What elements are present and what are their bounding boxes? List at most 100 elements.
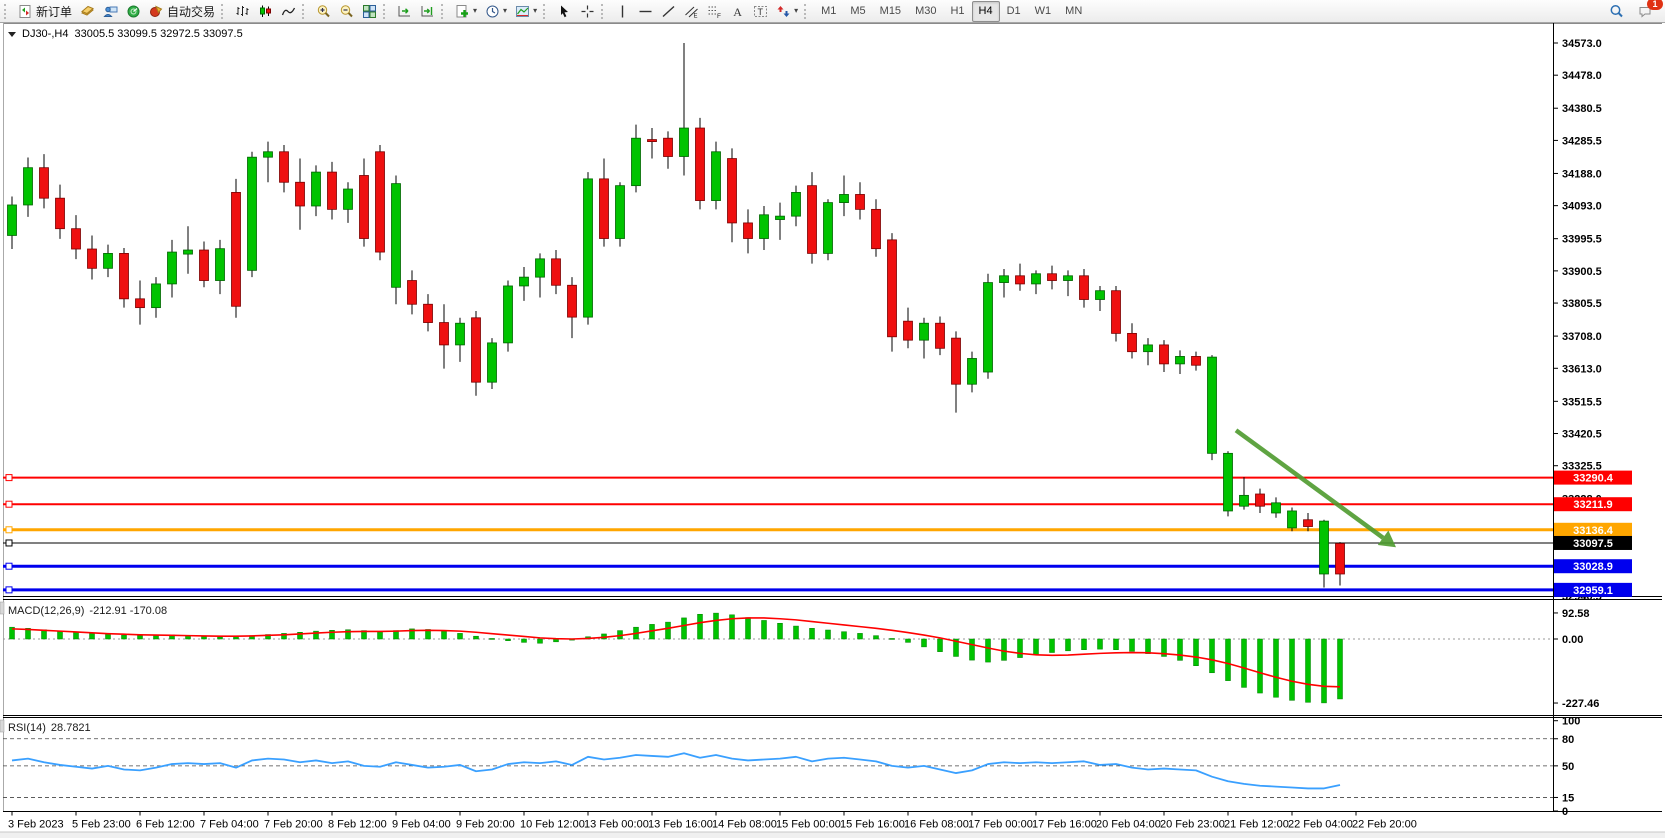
symbol-period-label: DJ30-,H4 xyxy=(22,28,69,40)
candle xyxy=(519,276,529,287)
macd-histogram-bar xyxy=(217,636,223,640)
chevron-down-icon[interactable]: ▾ xyxy=(473,6,478,15)
main-toolbar: 新订单 自动交易 ▾ ▾ ▾ E F A T ▾ M1 M5 M15 M30 H1 H4 D1 W1 MN 1 xyxy=(0,0,1665,23)
fibo-icon: F xyxy=(707,4,722,19)
text-label-button[interactable]: T xyxy=(749,1,772,22)
macd-axis-label: -227.46 xyxy=(1562,698,1599,710)
autotrading-button[interactable]: 自动交易 xyxy=(145,1,219,22)
trend-arrow-head[interactable] xyxy=(1377,530,1396,548)
auto-scroll-button[interactable] xyxy=(393,1,416,22)
candle xyxy=(343,188,353,210)
timeframe-button-d1[interactable]: D1 xyxy=(1006,5,1021,17)
candle xyxy=(1319,520,1329,575)
chevron-down-icon[interactable]: ▾ xyxy=(533,6,538,15)
text-button[interactable]: A xyxy=(726,1,749,22)
candle xyxy=(967,358,977,385)
chart-shift-button[interactable] xyxy=(416,1,439,22)
candle xyxy=(1031,273,1041,285)
price-axis-label: 33805.5 xyxy=(1562,298,1602,310)
vertical-line-button[interactable] xyxy=(611,1,634,22)
line-chart-button[interactable] xyxy=(277,1,300,22)
candle xyxy=(839,194,849,203)
periods-button[interactable]: ▾ xyxy=(481,1,511,22)
candlestick-button[interactable] xyxy=(254,1,277,22)
candle xyxy=(1271,502,1281,514)
hline-anchor[interactable] xyxy=(5,586,13,594)
chart-background xyxy=(0,23,1665,838)
candle xyxy=(375,151,385,253)
tile-windows-button[interactable] xyxy=(358,1,381,22)
macd-axis-label: 0.00 xyxy=(1562,634,1583,646)
symbol-dropdown-icon[interactable] xyxy=(8,31,16,37)
channel-button[interactable]: E xyxy=(680,1,703,22)
time-axis-label: 20 Feb 23:00 xyxy=(1160,819,1225,831)
chevron-down-icon[interactable]: ▾ xyxy=(503,6,508,15)
price-badge-label: 33211.9 xyxy=(1573,499,1612,511)
candle xyxy=(119,253,129,300)
timeframe-button-w1[interactable]: W1 xyxy=(1034,5,1052,17)
candle xyxy=(1015,275,1025,285)
new-order-button[interactable]: 新订单 xyxy=(14,1,76,22)
timeframe-button-h1[interactable]: H1 xyxy=(950,5,965,17)
hline-anchor[interactable] xyxy=(5,474,13,482)
notifications-button[interactable]: 1 xyxy=(1634,0,1663,22)
hline-anchor[interactable] xyxy=(5,500,13,508)
timeframe-button-m1[interactable]: M1 xyxy=(821,5,837,17)
candle xyxy=(471,317,481,383)
macd-histogram-bar xyxy=(473,635,479,640)
zoom-out-button[interactable] xyxy=(335,1,358,22)
chart-shift-icon xyxy=(420,4,435,19)
macd-histogram-bar xyxy=(937,638,943,652)
time-axis-label: 7 Feb 20:00 xyxy=(264,819,323,831)
hline-anchor[interactable] xyxy=(5,526,13,534)
chevron-down-icon[interactable]: ▾ xyxy=(794,6,799,15)
candle xyxy=(423,303,433,323)
data-window-button[interactable] xyxy=(99,1,122,22)
timeframe-button-m15[interactable]: M15 xyxy=(879,5,902,17)
zoom-in-button[interactable] xyxy=(312,1,335,22)
hline-anchor[interactable] xyxy=(5,539,13,547)
pane-splitter-grip[interactable] xyxy=(0,601,5,615)
crosshair-button[interactable] xyxy=(576,1,599,22)
timeframe-button-mn[interactable]: MN xyxy=(1065,5,1083,17)
time-axis-label: 15 Feb 16:00 xyxy=(840,819,905,831)
indicators-button[interactable]: ▾ xyxy=(451,1,481,22)
candle xyxy=(7,204,17,236)
time-axis-label: 5 Feb 23:00 xyxy=(72,819,131,831)
macd-histogram-bar xyxy=(905,638,911,643)
arrows-button[interactable]: ▾ xyxy=(772,1,802,22)
candle xyxy=(103,253,113,269)
macd-histogram-bar xyxy=(137,635,143,640)
pane-splitter-grip[interactable] xyxy=(0,719,5,733)
timeframe-button-m5[interactable]: M5 xyxy=(850,5,866,17)
macd-histogram-bar xyxy=(313,630,319,640)
price-badge-label: 33290.4 xyxy=(1573,473,1614,485)
macd-histogram-bar xyxy=(921,638,927,648)
toolbar-right: 1 xyxy=(1605,0,1663,22)
trend-arrow-line[interactable] xyxy=(1234,428,1385,540)
macd-histogram-bar xyxy=(265,634,271,640)
signals-button[interactable] xyxy=(122,1,145,22)
macd-histogram-bar xyxy=(1129,638,1135,652)
bar-chart-button[interactable] xyxy=(231,1,254,22)
fibonacci-button[interactable]: F xyxy=(703,1,726,22)
macd-histogram-bar xyxy=(409,628,415,640)
candle xyxy=(935,322,945,349)
candle xyxy=(183,249,193,255)
horizontal-line-button[interactable] xyxy=(634,1,657,22)
macd-histogram-bar xyxy=(985,638,991,663)
macd-histogram-bar xyxy=(969,638,975,661)
timeframe-button-m30[interactable]: M30 xyxy=(915,5,937,17)
trendline-button[interactable] xyxy=(657,1,680,22)
templates-button[interactable]: ▾ xyxy=(511,1,541,22)
market-watch-button[interactable] xyxy=(76,1,99,22)
timeframe-button-h4[interactable]: H4 xyxy=(971,0,1000,22)
cursor-button[interactable] xyxy=(553,1,576,22)
candle xyxy=(359,175,369,239)
macd-histogram-bar xyxy=(953,638,959,657)
candle xyxy=(247,156,257,271)
hline-anchor[interactable] xyxy=(5,562,13,570)
new-order-button-label: 新订单 xyxy=(36,4,73,19)
search-button[interactable] xyxy=(1605,1,1628,22)
macd-histogram-bar xyxy=(329,630,335,640)
